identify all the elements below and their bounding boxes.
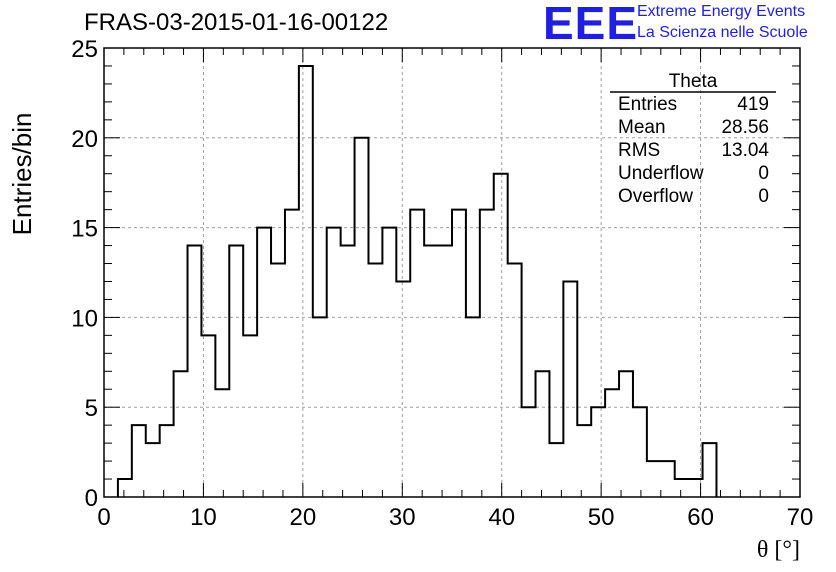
eee-logo: EEE: [543, 0, 639, 49]
y-tick-label: 15: [71, 216, 98, 243]
histogram-bin: [257, 228, 271, 497]
histogram-bin: [118, 479, 132, 497]
chart-title: FRAS-03-2015-01-16-00122: [84, 9, 389, 36]
stats-value: 0: [758, 186, 769, 207]
histogram-bin: [132, 425, 146, 497]
histogram-bin: [160, 425, 174, 497]
stats-value: 419: [737, 94, 769, 115]
stats-label: Overflow: [618, 186, 693, 207]
histogram-bin: [605, 389, 619, 497]
y-tick-label: 10: [71, 305, 98, 332]
stats-label: RMS: [618, 140, 660, 161]
logo-line-1: Extreme Energy Events: [637, 3, 806, 20]
histogram-bin: [452, 210, 466, 497]
histogram-bin: [549, 443, 563, 497]
x-tick-label: 10: [190, 504, 217, 531]
stats-label: Entries: [618, 94, 677, 115]
y-tick-label: 25: [71, 36, 98, 63]
histogram-bin: [647, 461, 661, 497]
histogram-bin: [508, 264, 522, 497]
histogram-bin: [215, 389, 229, 497]
stats-value: 28.56: [721, 117, 769, 138]
x-axis-label: θ [°]: [757, 537, 800, 563]
histogram-bin: [174, 371, 188, 497]
histogram-bin: [285, 210, 299, 497]
histogram-bin: [577, 425, 591, 497]
stats-value: 13.04: [721, 140, 769, 161]
x-tick-label: 30: [389, 504, 416, 531]
histogram-bin: [341, 246, 355, 497]
histogram-bin: [438, 246, 452, 497]
histogram-bin: [396, 281, 410, 497]
histogram-bin: [494, 174, 508, 497]
histogram-bin: [661, 461, 675, 497]
histogram-bin: [675, 479, 689, 497]
y-tick-label: 0: [85, 485, 98, 512]
histogram-bin: [188, 246, 202, 497]
x-tick-label: 70: [787, 504, 814, 531]
stats-label: Mean: [618, 117, 666, 138]
histogram-bin: [563, 281, 577, 497]
stats-label: Underflow: [618, 163, 704, 184]
y-axis-label: Entries/bin: [7, 113, 37, 236]
plot-frame: [103, 47, 801, 498]
histogram-bin: [368, 264, 382, 497]
x-tick-label: 60: [687, 504, 714, 531]
histogram-bin: [536, 371, 550, 497]
x-tick-label: 0: [97, 504, 110, 531]
histogram-outline: [116, 64, 718, 497]
histogram-bin: [703, 443, 717, 497]
histogram-bin: [271, 264, 285, 497]
histogram-bin: [243, 335, 257, 497]
stats-title: Theta: [669, 71, 718, 92]
histogram-bin: [299, 66, 313, 497]
x-tick-label: 50: [588, 504, 615, 531]
stats-value: 0: [758, 163, 769, 184]
x-tick-label: 20: [290, 504, 317, 531]
logo-line-2: La Scienza nelle Scuole: [637, 24, 808, 41]
histogram-bin: [229, 246, 243, 497]
y-tick-label: 5: [85, 395, 98, 422]
histogram-bin: [146, 443, 160, 497]
histogram-bin: [424, 246, 438, 497]
histogram-bin: [522, 407, 536, 497]
x-tick-label: 40: [488, 504, 515, 531]
histogram-bin: [480, 210, 494, 497]
histogram-bin: [327, 228, 341, 497]
histogram-bin: [633, 407, 647, 497]
histogram-bin: [619, 371, 633, 497]
histogram-bin: [382, 228, 396, 497]
histogram-bin: [591, 407, 605, 497]
y-tick-label: 20: [71, 126, 98, 153]
histogram-bin: [410, 210, 424, 497]
